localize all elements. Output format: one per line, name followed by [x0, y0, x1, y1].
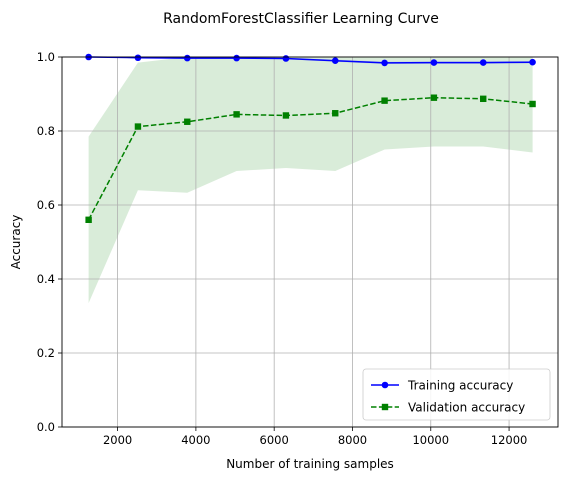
series-0-point [479, 59, 487, 66]
y-tick-label: 1.0 [37, 50, 55, 64]
legend-label: Validation accuracy [408, 401, 525, 415]
legend-box [362, 368, 551, 421]
series-0-point [183, 54, 191, 62]
series-0-point [430, 59, 438, 66]
y-axis-label: Accuracy [9, 215, 23, 270]
series-1-point [184, 118, 191, 125]
x-tick-label: 10000 [412, 433, 449, 447]
series-1-point [233, 111, 240, 118]
legend-marker [381, 381, 389, 389]
y-tick-label: 0.4 [37, 272, 55, 286]
series-0-point [282, 55, 290, 62]
legend-marker [381, 403, 389, 411]
legend-label: Training accuracy [407, 379, 513, 393]
series-0-point [381, 59, 388, 67]
y-tick-label: 0.8 [37, 124, 55, 138]
series-1-point [332, 110, 339, 117]
chart-title: RandomForestClassifier Learning Curve [163, 11, 439, 27]
series-1-point [430, 94, 438, 101]
series-0-line [88, 56, 533, 64]
series-1-point [529, 100, 536, 108]
series-1-point [85, 216, 92, 223]
x-tick-label: 6000 [260, 433, 289, 447]
series-1-point [381, 97, 388, 104]
series-1-point [134, 123, 142, 130]
x-tick-label: 4000 [181, 433, 210, 447]
y-tick-label: 0.2 [37, 346, 55, 360]
series-0-point [233, 54, 240, 62]
series-1-point [282, 112, 290, 119]
x-tick-label: 8000 [338, 433, 367, 447]
y-tick-label: 0.0 [37, 420, 55, 434]
x-tick-label: 2000 [103, 433, 132, 447]
series-0-point [331, 57, 339, 64]
y-tick-label: 0.6 [37, 198, 55, 212]
series-1-band [88, 57, 533, 304]
x-axis-label: Number of training samples [226, 457, 394, 471]
series-1-line [87, 96, 533, 221]
series-0-point [529, 58, 536, 66]
series-0-point [134, 54, 142, 62]
series-1-point [480, 95, 487, 103]
x-tick-label: 12000 [491, 433, 528, 447]
legend: Training accuracy Validation accuracy [362, 368, 551, 421]
plot-frame [61, 56, 559, 428]
